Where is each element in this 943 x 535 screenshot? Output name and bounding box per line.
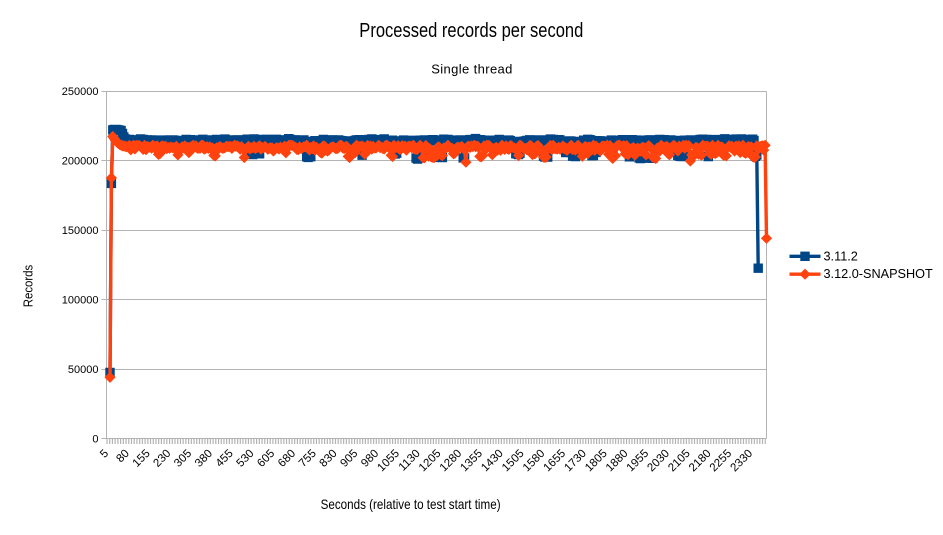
svg-text:3.12.0-SNAPSHOT: 3.12.0-SNAPSHOT [824,267,934,281]
svg-text:Processed records per second: Processed records per second [359,20,583,42]
svg-text:Records: Records [21,264,36,307]
svg-text:150000: 150000 [62,225,99,237]
svg-text:0: 0 [92,433,98,445]
svg-text:3.11.2: 3.11.2 [824,249,858,263]
svg-text:Single thread: Single thread [431,62,513,77]
svg-text:50000: 50000 [68,364,99,376]
svg-text:250000: 250000 [62,86,99,98]
svg-text:Seconds (relative to test star: Seconds (relative to test start time) [321,496,501,512]
svg-text:200000: 200000 [62,155,99,167]
svg-text:100000: 100000 [62,294,99,306]
